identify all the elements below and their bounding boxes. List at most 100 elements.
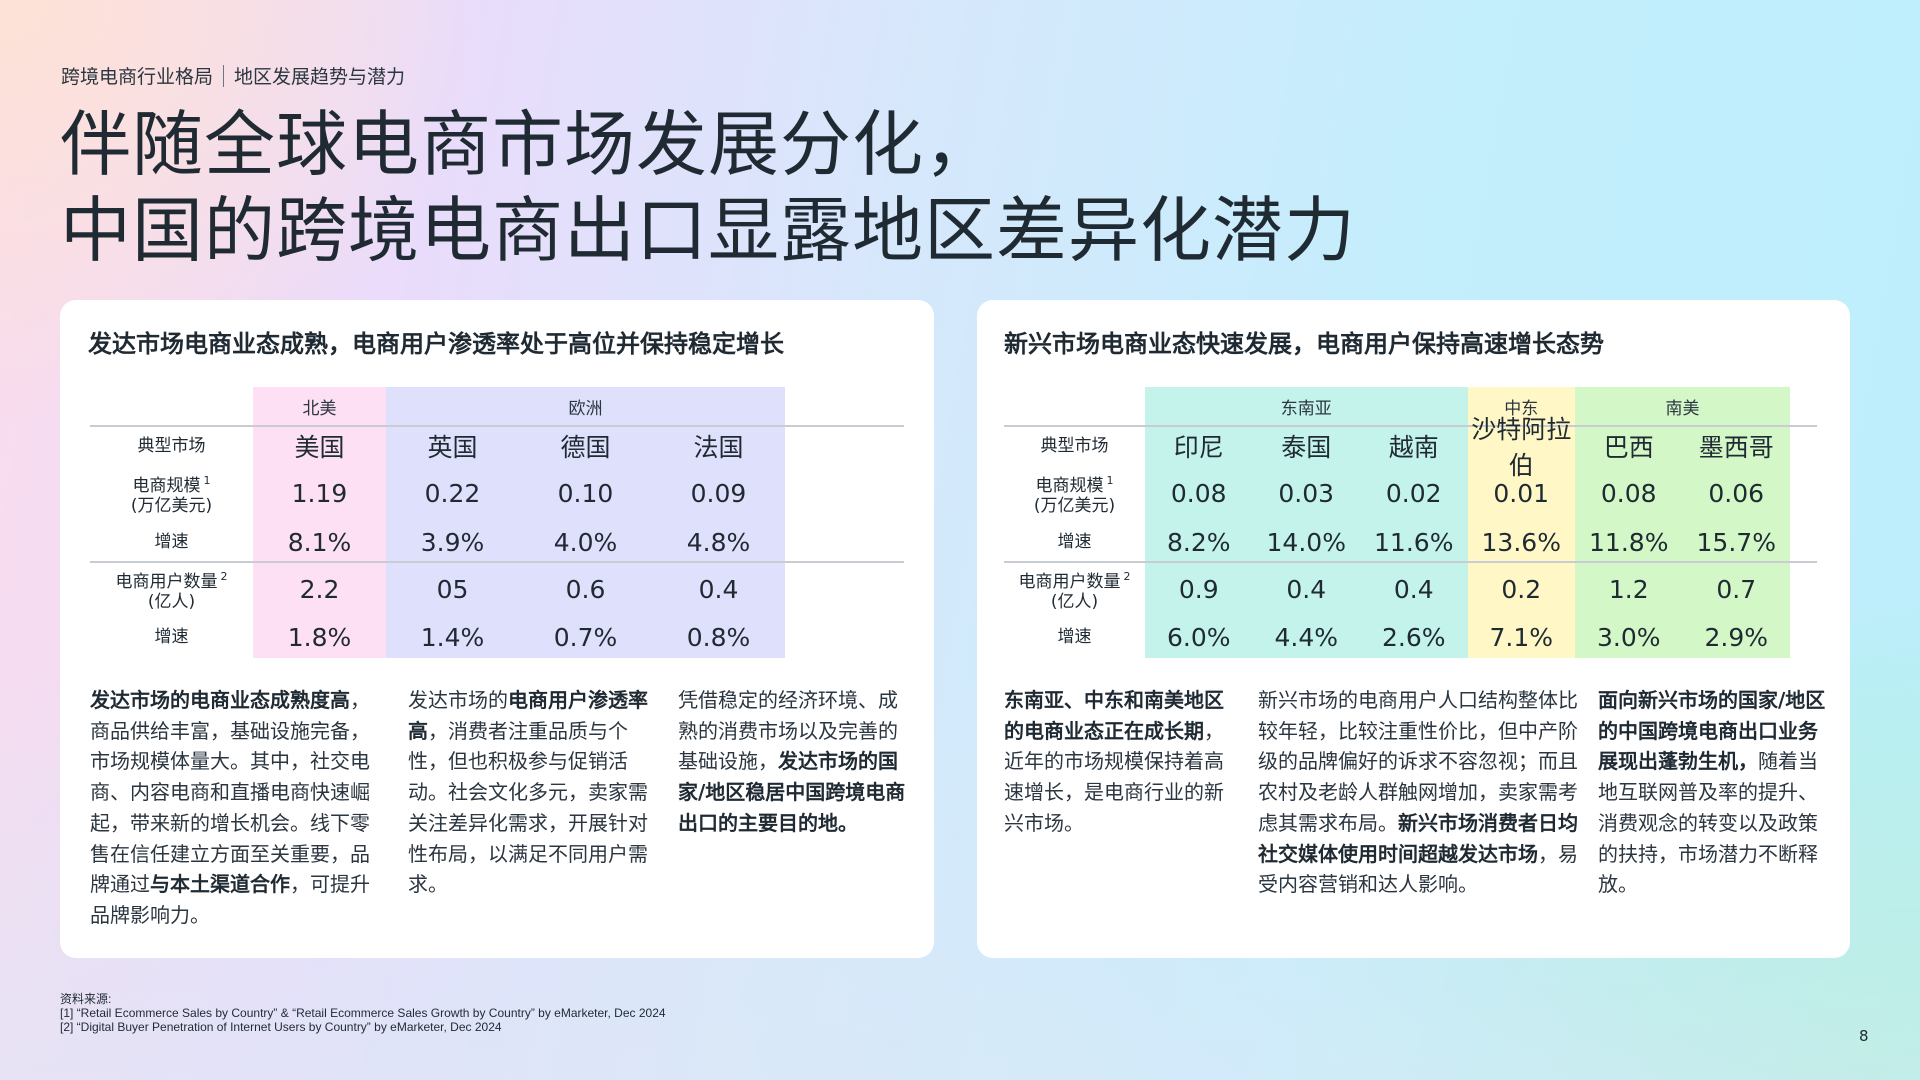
table-cell-scale-growth: 13.6% xyxy=(1481,527,1561,557)
table-cell-market: 美国 xyxy=(294,433,345,462)
row-label-text: 电商用户数量 2 xyxy=(90,567,253,592)
row-label-text: 典型市场 xyxy=(90,436,253,456)
row-label-main: 电商用户数量 xyxy=(115,571,218,592)
body-text: 新兴市场的电商用户人口结构整体比较年轻，比较注重性价比，但中产阶级的品牌偏好的诉… xyxy=(1258,688,1578,835)
page-number: 8 xyxy=(1859,1027,1869,1045)
region-background-0 xyxy=(253,387,386,658)
developed-markets-title: 发达市场电商业态成熟，电商用户渗透率处于高位并保持稳定增长 xyxy=(88,330,784,358)
developed-markets-table: 北美 欧洲 典型市场 美国 英国 德国 法国 电商规模 1 (万亿美元) 1.19 0.22 0.10 0… xyxy=(90,387,904,658)
region-background-1 xyxy=(386,387,785,658)
table-row: 典型市场 美国 英国 德国 法国 xyxy=(90,427,904,465)
body-text: ，消费者注重品质与个性，但也积极参与促销活动。社会文化多元，卖家需关注差异化需求… xyxy=(408,718,648,897)
breadcrumb-section: 跨境电商行业格局 xyxy=(61,66,214,88)
table-cell-market: 英国 xyxy=(427,433,478,462)
table-cell-scale-growth: 15.7% xyxy=(1696,527,1776,557)
body-text: 发达市场的 xyxy=(408,688,508,712)
row-label: 电商用户数量 2 (亿人) xyxy=(90,567,253,612)
row-label-main: 增速 xyxy=(154,627,189,647)
page-title: 伴随全球电商市场发展分化， 中国的跨境电商出口显露地区差异化潜力 xyxy=(60,102,1356,274)
table-row: 增速 6.0% 4.4% 2.6% 7.1% 3.0% 2.9% xyxy=(1004,616,1817,658)
row-label-unit: (亿人) xyxy=(1050,591,1099,612)
developed-markets-paragraph-1: 发达市场的电商业态成熟度高，商品供给丰富，基础设施完备，市场规模体量大。其中，社… xyxy=(90,685,382,931)
region-label: 欧洲 xyxy=(568,398,603,419)
developed-markets-paragraph-2: 发达市场的电商用户渗透率高，消费者注重品质与个性，但也积极参与促销活动。社会文化… xyxy=(408,685,653,900)
body-text: 随着当地互联网普及率的提升、消费观念的转变以及政策的扶持，市场潜力不断释放。 xyxy=(1598,749,1818,897)
table-cell-users: 0.4 xyxy=(698,574,739,604)
emerging-markets-table: 东南亚 中东 南美 典型市场 印尼 泰国 越南 沙特阿拉伯 巴西 墨西哥 电商规模 1 (万亿美元) 0.… xyxy=(1004,387,1817,658)
table-cell-users: 0.4 xyxy=(1286,574,1327,604)
emphasis-text: 东南亚、中东和南美地区的电商业态正在成长期 xyxy=(1004,688,1224,743)
table-cell-scale: 0.09 xyxy=(690,478,747,508)
row-label-main: 增速 xyxy=(154,532,189,552)
row-label-main: 增速 xyxy=(1057,627,1092,647)
row-label-unit: (亿人) xyxy=(147,591,196,612)
source-1: [1] “Retail Ecommerce Sales by Country” … xyxy=(60,1006,666,1020)
region-label: 中东 xyxy=(1504,398,1539,419)
row-label-text: 电商规模 1 xyxy=(1004,471,1145,496)
row-label-unit: (万亿美元) xyxy=(130,495,213,516)
row-label-main: 电商规模 xyxy=(132,475,201,496)
table-cell-market: 泰国 xyxy=(1281,433,1332,462)
row-label-text: 典型市场 xyxy=(1004,436,1145,456)
region-background-2 xyxy=(1575,387,1790,658)
region-background-0 xyxy=(1145,387,1468,658)
breadcrumb-subsection: 地区发展趋势与潜力 xyxy=(234,66,406,88)
row-label-text: 增速 xyxy=(90,532,253,552)
table-cell-users: 0.2 xyxy=(1501,574,1542,604)
table-cell-scale: 0.10 xyxy=(557,478,614,508)
table-cell-scale: 0.08 xyxy=(1170,478,1227,508)
table-cell-scale-growth: 8.2% xyxy=(1166,527,1231,557)
row-label: 电商规模 1 (万亿美元) xyxy=(90,471,253,516)
body-text: ，可提升品牌影响力。 xyxy=(90,872,370,927)
row-label-unit: (万亿美元) xyxy=(1033,495,1116,516)
page-title-line-2: 中国的跨境电商出口显露地区差异化潜力 xyxy=(60,189,1357,272)
emerging-markets-paragraph-1: 东南亚、中东和南美地区的电商业态正在成长期，近年的市场规模保持着高速增长，是电商… xyxy=(1004,685,1226,839)
table-cell-users-growth: 0.7% xyxy=(553,622,618,652)
table-row: 增速 8.2% 14.0% 11.6% 13.6% 11.8% 15.7% xyxy=(1004,523,1817,561)
sources: 资料来源: [1] “Retail Ecommerce Sales by Cou… xyxy=(60,992,666,1034)
table-cell-scale: 0.22 xyxy=(424,478,481,508)
developed-markets-paragraph-3: 凭借稳定的经济环境、成熟的消费市场以及完善的基础设施，发达市场的国家/地区稳居中… xyxy=(678,685,908,839)
region-label: 南美 xyxy=(1665,398,1700,419)
row-label-text: 增速 xyxy=(1004,532,1145,552)
row-label-text: 电商规模 1 xyxy=(90,471,253,496)
body-text: 凭借稳定的经济环境、成熟的消费市场以及完善的基础设施， xyxy=(678,688,898,774)
row-label: 电商规模 1 (万亿美元) xyxy=(1004,471,1145,516)
row-label-text: 增速 xyxy=(1004,627,1145,647)
row-label: 电商用户数量 2 (亿人) xyxy=(1004,567,1145,612)
source-2: [2] “Digital Buyer Penetration of Intern… xyxy=(60,1020,502,1034)
table-cell-users-growth: 6.0% xyxy=(1166,622,1231,652)
emphasis-text: 电商用户渗透率高 xyxy=(408,688,648,743)
body-text: ，易受内容营销和达人影响。 xyxy=(1258,841,1578,897)
table-cell-market: 越南 xyxy=(1388,433,1439,462)
row-label-main: 典型市场 xyxy=(137,436,206,456)
table-cell-scale-growth: 4.8% xyxy=(686,527,751,557)
emerging-markets-paragraph-2: 新兴市场的电商用户人口结构整体比较年轻，比较注重性价比，但中产阶级的品牌偏好的诉… xyxy=(1258,685,1578,900)
table-cell-users: 1.2 xyxy=(1608,574,1649,604)
table-cell-market: 沙特阿拉伯 xyxy=(1471,415,1572,480)
row-label-main: 增速 xyxy=(1057,532,1092,552)
row-label: 增速 xyxy=(90,532,253,552)
body-text: ，商品供给丰富，基础设施完备，市场规模体量大。其中，社交电商、内容电商和直播电商… xyxy=(90,688,370,897)
table-cell-users-growth: 2.9% xyxy=(1704,622,1768,652)
table-cell-scale-growth: 3.9% xyxy=(420,527,485,557)
table-cell-users-growth: 4.4% xyxy=(1274,622,1338,652)
table-cell-users: 05 xyxy=(436,574,469,604)
table-cell-scale: 0.03 xyxy=(1278,478,1335,508)
region-label: 东南亚 xyxy=(1280,398,1332,419)
table-cell-users: 0.6 xyxy=(565,574,606,604)
table-cell-users-growth: 0.8% xyxy=(686,622,751,652)
page-title-line-1: 伴随全球电商市场发展分化， xyxy=(60,103,997,186)
emphasis-text: 面向新兴市场的国家/地区的中国跨境电商出口业务展现出蓬勃生机， xyxy=(1598,688,1826,774)
row-label-main: 典型市场 xyxy=(1040,436,1109,456)
table-cell-users-growth: 1.4% xyxy=(420,622,485,652)
emphasis-text: 与本土渠道合作 xyxy=(150,872,290,897)
table-divider xyxy=(1004,425,1817,427)
table-cell-users: 0.7 xyxy=(1716,574,1757,604)
table-cell-scale-growth: 11.8% xyxy=(1589,527,1669,557)
table-divider xyxy=(90,561,904,563)
table-row: 电商用户数量 2 (亿人) 0.9 0.4 0.4 0.2 1.2 0.7 xyxy=(1004,565,1817,613)
table-cell-users-growth: 2.6% xyxy=(1381,622,1446,652)
region-header-row: 东南亚 中东 南美 xyxy=(1004,387,1817,425)
row-label: 增速 xyxy=(90,627,253,647)
